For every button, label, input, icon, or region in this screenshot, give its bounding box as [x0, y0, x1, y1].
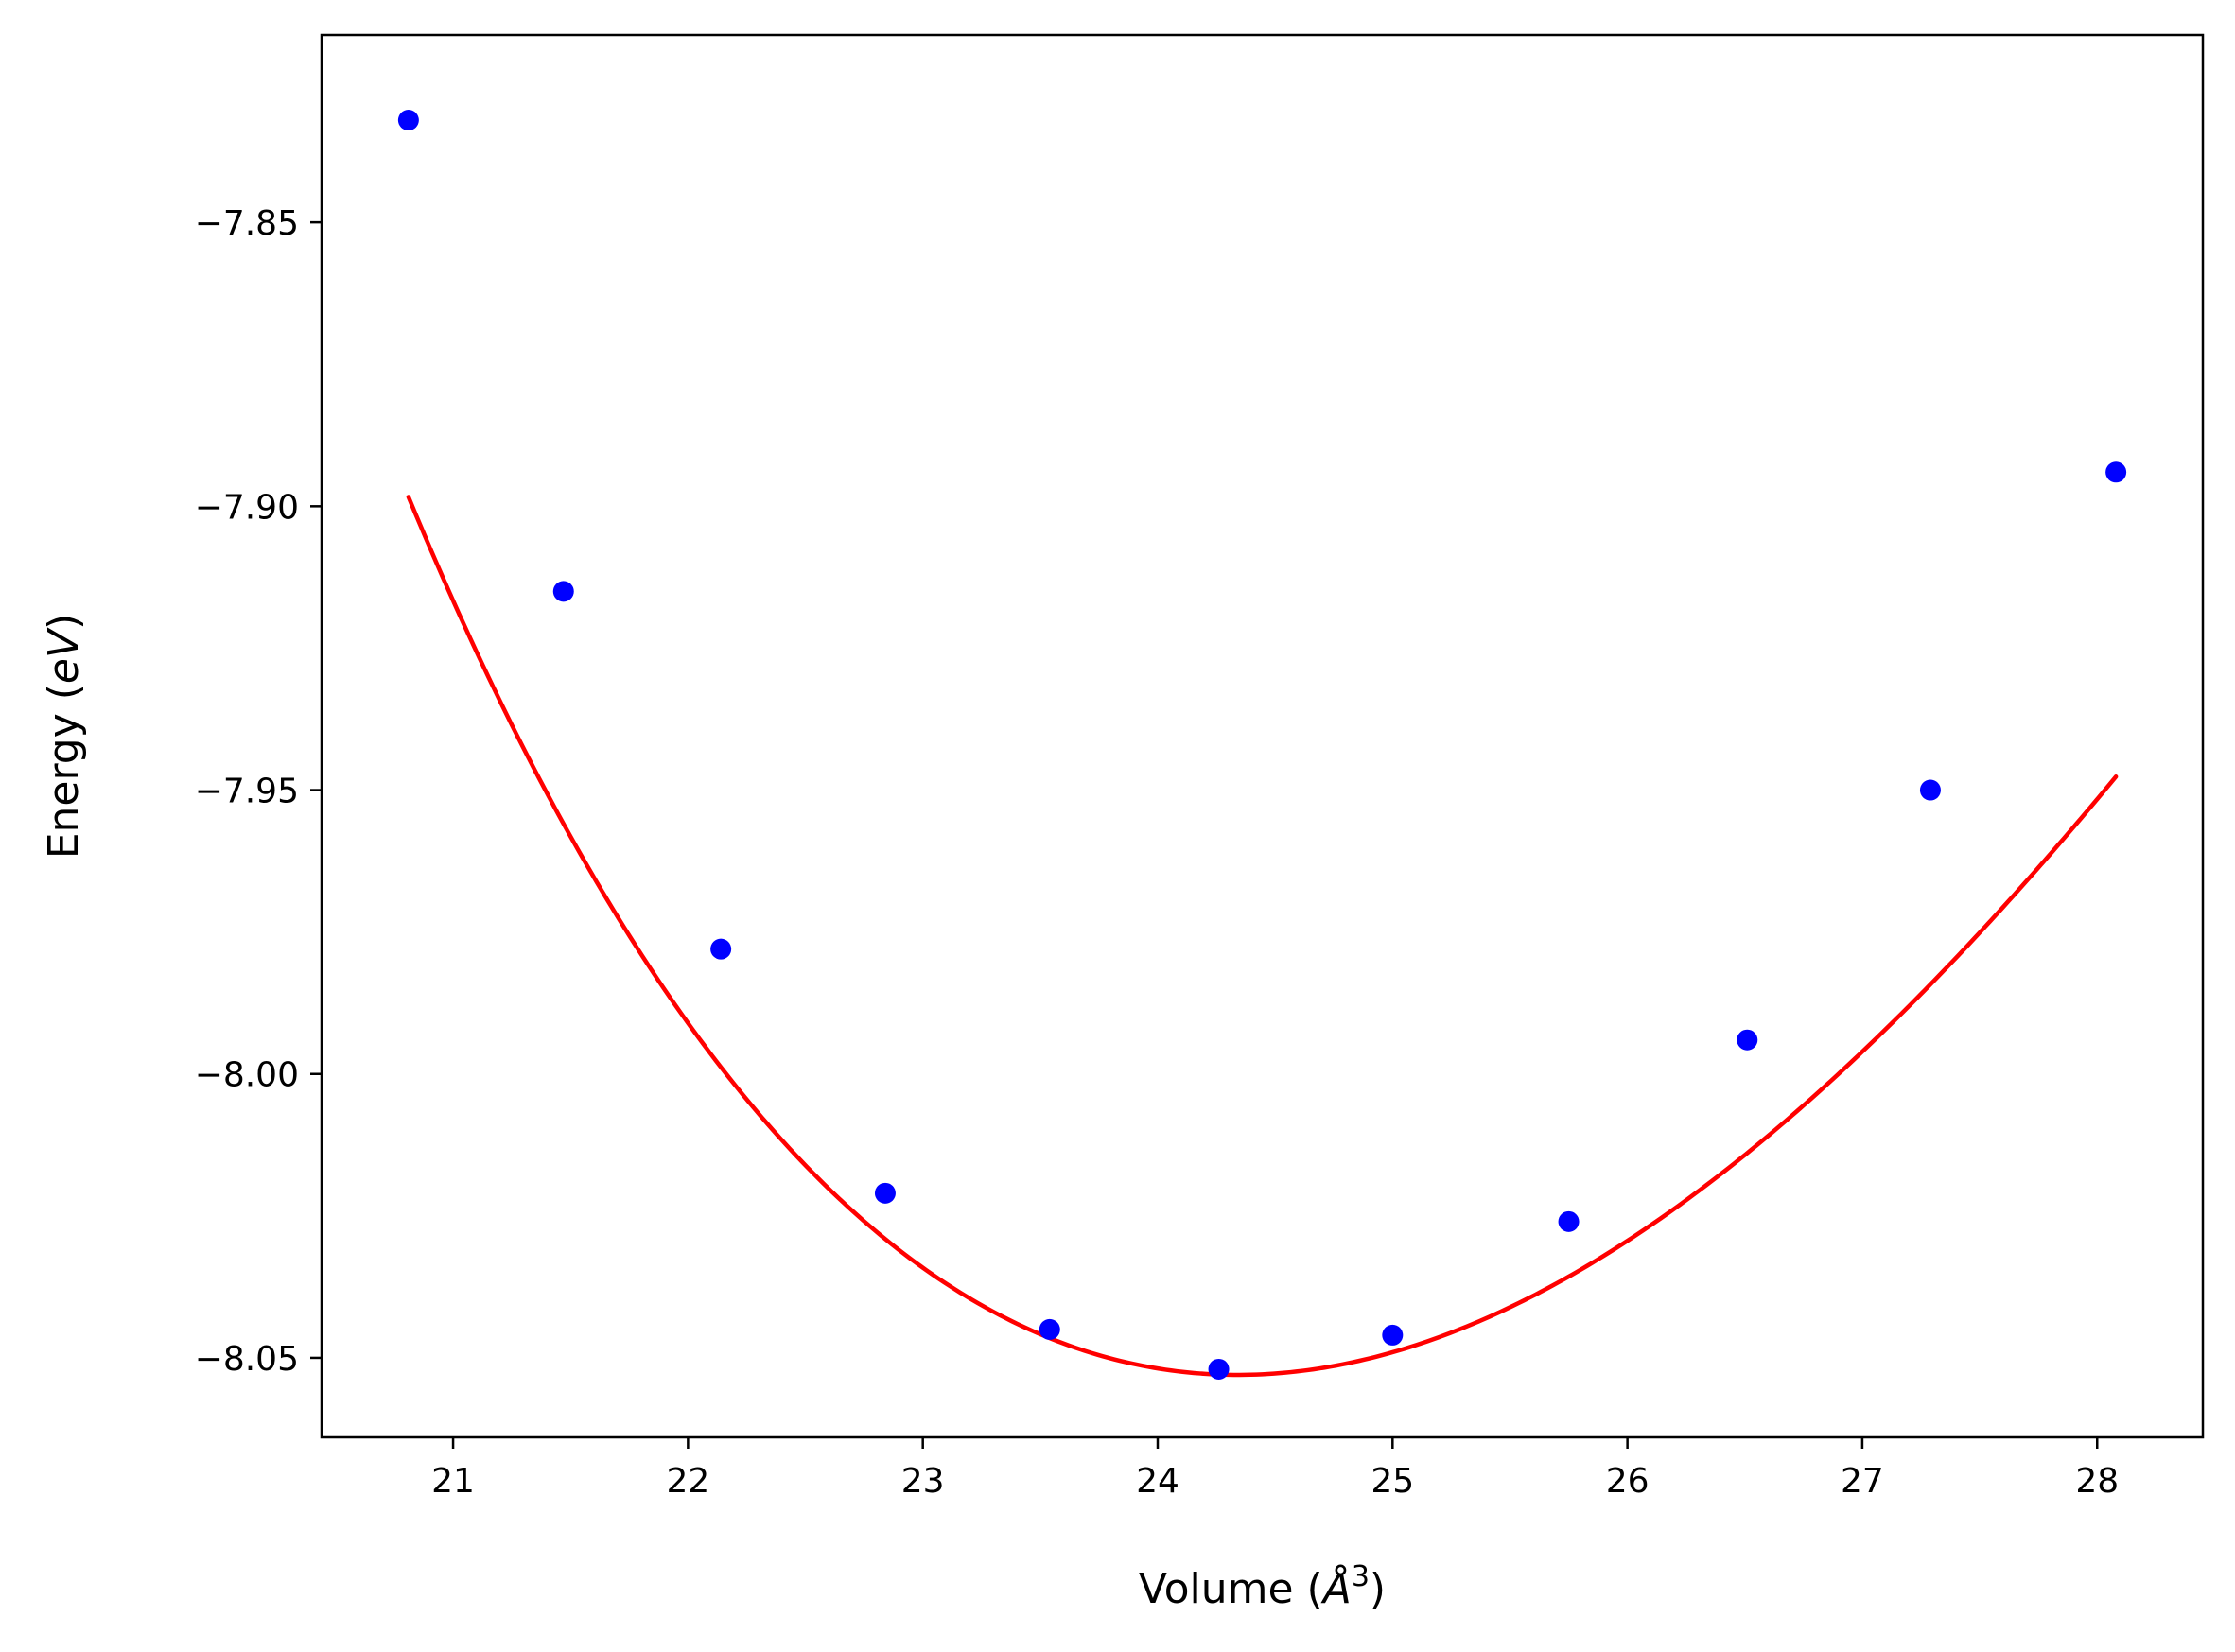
y-axis-label-symbol: eV — [40, 627, 88, 684]
y-tick-label: −7.90 — [195, 488, 299, 527]
x-tick-label: 21 — [431, 1462, 475, 1501]
data-point — [1039, 1318, 1060, 1340]
x-axis-label-superscript: 3 — [1352, 1560, 1370, 1593]
data-point — [552, 581, 574, 602]
y-axis-label-suffix: ) — [40, 614, 88, 630]
y-tick-label: −7.85 — [195, 204, 299, 243]
x-tick-label: 26 — [1606, 1462, 1650, 1501]
x-axis-label-suffix: ) — [1370, 1565, 1386, 1613]
data-point — [874, 1182, 896, 1204]
x-tick-label: 23 — [901, 1462, 945, 1501]
plot-frame — [320, 33, 2205, 1439]
y-axis-label: Energy (eV) — [40, 614, 88, 860]
y-axis-ticks: −7.85 −7.90 −7.95 −8.00 −8.05 — [195, 204, 322, 1379]
x-tick-label: 25 — [1371, 1462, 1414, 1501]
x-tick-label: 27 — [1841, 1462, 1884, 1501]
data-point — [2105, 461, 2127, 483]
y-tick-label: −7.95 — [195, 773, 299, 811]
x-axis-ticks: 21 22 23 24 25 26 27 28 — [431, 1437, 2119, 1501]
data-point — [1558, 1210, 1580, 1232]
x-axis-label-symbol: Å — [1320, 1563, 1352, 1613]
data-point — [1208, 1358, 1230, 1380]
x-tick-label: 22 — [666, 1462, 709, 1501]
data-points — [397, 110, 2127, 1380]
y-tick-label: −8.05 — [195, 1340, 299, 1379]
x-tick-label: 24 — [1136, 1462, 1179, 1501]
x-tick-label: 28 — [2075, 1462, 2119, 1501]
data-point — [1382, 1324, 1404, 1346]
data-point — [397, 110, 419, 131]
y-tick-label: −8.00 — [195, 1056, 299, 1095]
plot-area — [397, 110, 2127, 1380]
y-axis-label-prefix: Energy ( — [40, 684, 88, 859]
data-point — [1737, 1029, 1758, 1051]
fit-curve — [406, 495, 2119, 1378]
data-point — [710, 938, 732, 960]
data-point — [1919, 779, 1941, 801]
x-axis-label-prefix: Volume ( — [1139, 1565, 1323, 1613]
x-axis-label: Volume (Å3) — [1139, 1560, 1386, 1613]
